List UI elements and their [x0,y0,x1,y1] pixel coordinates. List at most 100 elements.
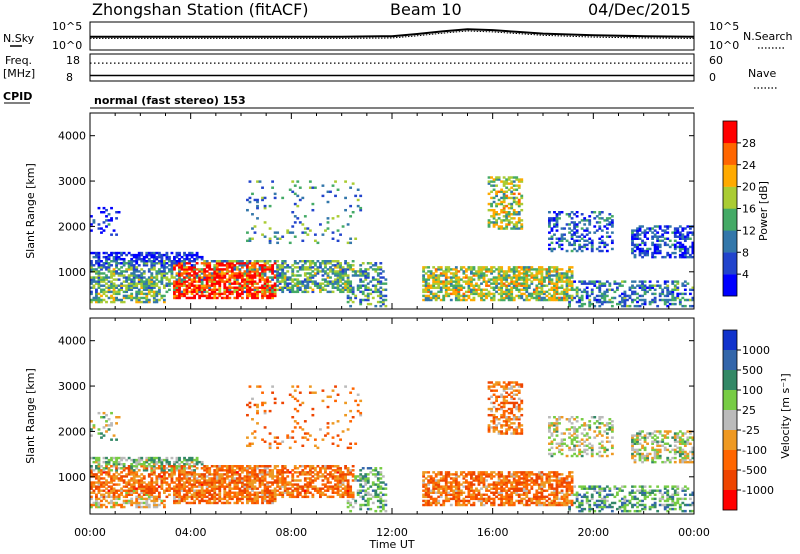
power-cell [308,180,312,183]
power-cell [243,262,247,265]
velocity-cell [296,485,300,488]
velocity-cell [268,481,272,484]
power-cell [588,241,592,245]
velocity-cell [180,483,184,486]
velocity-cell [112,505,116,509]
velocity-cell [233,483,237,486]
power-cell [115,217,118,220]
velocity-cell [140,462,144,466]
power-cell [354,237,358,240]
power-cell [331,272,335,275]
velocity-cell [235,465,239,468]
power-cell [190,260,194,263]
power-cell [359,274,363,277]
power-cell [472,274,476,277]
power-cell [497,274,501,277]
power-cell [296,274,300,277]
power-cell [548,288,551,292]
power-cell [281,288,285,292]
velocity-cell [253,497,257,501]
power-cell [268,241,272,245]
velocity-cell [223,489,227,492]
power-cell [432,280,436,283]
power-cell [243,290,247,294]
power-cell [210,292,214,296]
power-cell [573,247,577,251]
velocity-cell [341,483,345,486]
power-cell [349,298,353,302]
power-cell [208,268,212,271]
power-cell [575,211,579,214]
power-cell [520,272,524,275]
power-cell [593,280,597,283]
power-cell [208,280,212,283]
power-cell [676,286,680,289]
power-cell [457,282,461,285]
power-cell [507,276,511,279]
power-cell [90,276,93,279]
power-cell [540,296,544,300]
power-cell [102,221,106,224]
power-cell [334,194,337,198]
power-cell [256,274,259,277]
power-cell [188,282,191,285]
velocity-cell [165,495,169,499]
velocity-cell [95,467,98,470]
velocity-cell [155,475,159,478]
velocity-cell [291,436,295,439]
power-cell [220,268,224,271]
power-cell [195,257,199,261]
velocity-cell [90,469,93,472]
power-cell [193,290,196,294]
velocity-cell [122,485,126,488]
power-cell [532,278,536,281]
power-cell [610,296,614,300]
velocity-cell [105,499,108,503]
velocity-cell [321,399,325,403]
power-cell [246,264,249,267]
velocity-cell [165,460,169,464]
power-cell [276,274,280,277]
power-cell [671,296,675,300]
power-cell [555,276,559,279]
power-cell [170,262,174,265]
power-cell [537,286,541,289]
power-cell [278,280,282,283]
power-cell [351,274,355,277]
velocity-cell [147,493,151,497]
velocity-cell [110,465,113,468]
power-cell [379,304,383,308]
power-cell [633,292,637,296]
power-cell [359,280,363,283]
power-cell [341,274,345,277]
power-cell [537,270,541,273]
power-cell [434,274,438,277]
power-cell [157,298,161,302]
power-cell [140,274,144,277]
power-cell [251,237,254,240]
power-cell [253,264,257,267]
power-cell [470,280,473,283]
power-cell [543,276,546,279]
power-cell [130,294,134,298]
power-cell [379,276,383,279]
velocity-cell [293,483,297,486]
power-cell [150,266,154,269]
power-cell [525,272,529,275]
power-cell [107,219,111,222]
power-cell [241,272,244,275]
power-cell [266,296,269,300]
velocity-cell [253,469,257,472]
velocity-cell [291,491,295,494]
power-cell [517,213,521,216]
velocity-cell [97,462,101,466]
velocity-cell [200,475,204,478]
power-cell [422,278,426,281]
velocity-cell [147,487,151,490]
velocity-cell [157,503,161,507]
power-cell [646,290,649,294]
power-cell [336,288,340,292]
power-cell [251,280,254,283]
power-cell [673,302,677,306]
power-cell [117,268,121,271]
